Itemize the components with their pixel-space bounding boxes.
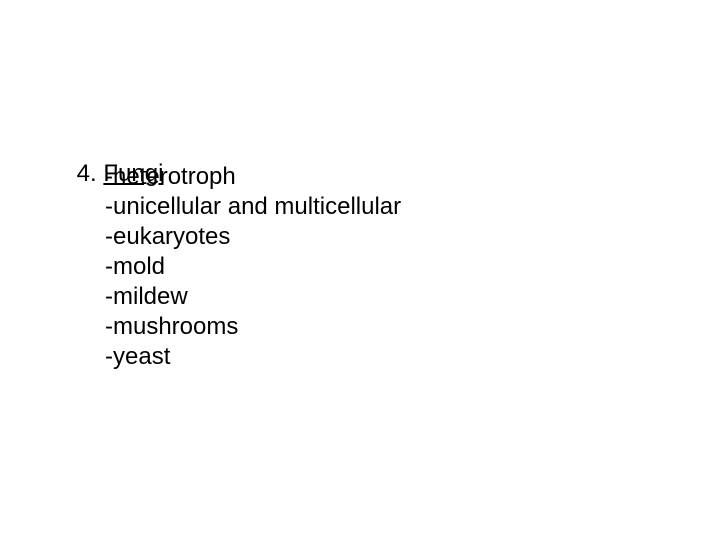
- list-item: -mold: [105, 252, 401, 282]
- slide-container: 4. Fungi -heterotroph -unicellular and m…: [0, 0, 720, 540]
- list-item: -mushrooms: [105, 312, 401, 342]
- list-item: -eukaryotes: [105, 222, 401, 252]
- list-item: -mildew: [105, 282, 401, 312]
- list-item: -unicellular and multicellular: [105, 192, 401, 222]
- list-item: -yeast: [105, 342, 401, 372]
- heading-number: 4.: [77, 160, 104, 187]
- list-item: -heterotroph: [105, 162, 401, 192]
- bullet-list: -heterotroph -unicellular and multicellu…: [105, 162, 401, 372]
